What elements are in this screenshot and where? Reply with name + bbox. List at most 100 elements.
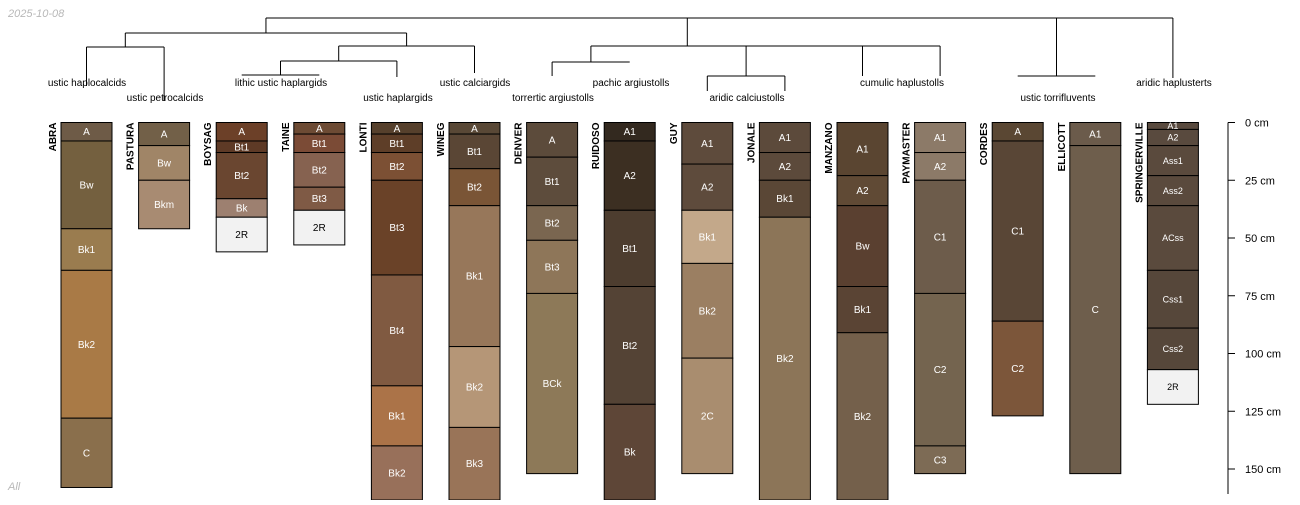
horizon-label: Bk1 <box>776 194 794 205</box>
horizon-lonti-bt4 <box>370 274 423 387</box>
horizon-label: Bt1 <box>622 244 637 255</box>
horizon-label: Bt2 <box>622 341 637 352</box>
horizon-manzano-bw <box>836 205 889 288</box>
horizon-label: Ass2 <box>1163 186 1183 196</box>
horizon-label: Bw <box>80 180 95 191</box>
horizon-label: Bk1 <box>854 305 872 316</box>
depth-tick-label: 75 cm <box>1245 291 1275 303</box>
horizon-label: C1 <box>934 232 947 243</box>
horizon-label: A2 <box>934 162 947 173</box>
horizon-denver-bt3 <box>526 239 579 294</box>
taxon-label: ustic haplocalcids <box>48 78 126 89</box>
profile-name-ruidoso: RUIDOSO <box>591 122 602 169</box>
horizon-label: Bt2 <box>545 218 560 229</box>
horizon-label: Bk <box>236 203 249 214</box>
taxon-label: aridic haplusterts <box>1136 78 1212 89</box>
horizon-label: Bkm <box>154 200 174 211</box>
horizon-label: A1 <box>1167 121 1178 131</box>
horizon-boysag-bt2 <box>215 152 268 200</box>
horizon-abra-c <box>60 417 113 488</box>
horizon-label: Css2 <box>1163 344 1184 354</box>
horizon-label: Bt3 <box>312 194 327 205</box>
horizon-label: C <box>1092 305 1099 316</box>
profile-name-guy: GUY <box>669 122 680 144</box>
profile-name-ellicott: ELLICOTT <box>1057 123 1068 172</box>
horizon-label: C3 <box>934 455 947 466</box>
profile-name-jonale: JONALE <box>746 122 757 163</box>
profile-name-boysag: BOYSAG <box>203 122 214 166</box>
depth-tick-label: 25 cm <box>1245 175 1275 187</box>
horizon-taine-bt2 <box>293 152 346 188</box>
horizon-label: A1 <box>624 127 637 138</box>
horizon-label: Bw <box>856 242 871 253</box>
horizon-ruidoso-bt1 <box>603 209 656 288</box>
horizon-label: C2 <box>1011 364 1024 375</box>
horizon-label: A2 <box>779 162 792 173</box>
horizon-label: Bt2 <box>312 165 327 176</box>
horizon-label: Bk2 <box>388 468 406 479</box>
depth-tick-label: 150 cm <box>1245 464 1281 476</box>
depth-tick-label: 0 cm <box>1245 118 1269 130</box>
taxon-label: cumulic haplustolls <box>860 78 944 89</box>
horizon-label: Bk2 <box>466 382 484 393</box>
horizon-springerville-css2 <box>1146 327 1199 371</box>
horizon-label: Bt1 <box>312 139 327 150</box>
horizon-label: C1 <box>1011 227 1024 238</box>
horizon-label: Bk1 <box>388 411 406 422</box>
horizon-label: Bk1 <box>699 232 717 243</box>
profile-name-denver: DENVER <box>514 122 525 164</box>
horizon-label: Bt3 <box>545 262 560 273</box>
horizon-springerville-acss <box>1146 205 1199 271</box>
profile-name-taine: TAINE <box>281 122 292 152</box>
horizon-lonti-bk1 <box>370 385 423 447</box>
horizon-label: 2R <box>313 223 326 234</box>
horizon-label: Bt3 <box>389 223 404 234</box>
horizon-paymaster-c1 <box>914 179 967 294</box>
horizon-label: Bt1 <box>467 147 482 158</box>
taxon-label: ustic calciargids <box>440 78 511 89</box>
horizon-label: A <box>1014 127 1021 138</box>
profile-name-lonti: LONTI <box>358 122 369 152</box>
horizon-label: Bt2 <box>467 183 482 194</box>
horizon-label: A <box>316 124 323 135</box>
horizon-pastura-bkm <box>138 179 191 230</box>
profile-name-manzano: MANZANO <box>824 122 835 173</box>
horizon-boysag-2r <box>215 216 268 253</box>
taxon-label: ustic torrifluvents <box>1020 93 1095 104</box>
horizon-label: A1 <box>856 145 869 156</box>
horizon-abra-bk1 <box>60 228 113 271</box>
horizon-label: BCk <box>543 379 563 390</box>
horizon-label: Bk3 <box>466 459 484 470</box>
horizon-label: A1 <box>1089 130 1102 141</box>
depth-tick-label: 125 cm <box>1245 406 1281 418</box>
horizon-pastura-bw <box>138 145 191 181</box>
horizon-cordes-c2 <box>991 320 1044 417</box>
horizon-denver-bt1 <box>526 156 579 207</box>
subset-label: All <box>8 481 21 493</box>
horizon-label: A2 <box>1167 133 1178 143</box>
horizon-wineg-bk1 <box>448 205 501 348</box>
horizon-label: Bt2 <box>234 171 249 182</box>
horizon-label: Bk2 <box>776 354 794 365</box>
horizon-label: Bk <box>624 448 637 459</box>
horizon-abra-bw <box>60 140 113 230</box>
horizon-label: 2C <box>701 411 714 422</box>
date-stamp: 2025-10-08 <box>8 8 65 20</box>
horizon-taine-2r <box>293 209 346 246</box>
horizon-label: A2 <box>624 171 637 182</box>
horizon-label: Bk1 <box>78 245 96 256</box>
horizon-jonale-bk2 <box>758 216 811 501</box>
horizon-guy-a1 <box>681 122 734 165</box>
horizon-springerville-ass2 <box>1146 175 1199 207</box>
horizon-paymaster-a2 <box>914 152 967 181</box>
horizon-label: Bk2 <box>78 340 96 351</box>
horizon-guy-2c <box>681 357 734 475</box>
horizon-ruidoso-bk <box>603 403 656 501</box>
horizon-label: A <box>549 135 556 146</box>
horizon-wineg-bt2 <box>448 168 501 207</box>
horizon-label: 2R <box>235 230 248 241</box>
horizon-manzano-bk1 <box>836 286 889 334</box>
depth-tick-label: 100 cm <box>1245 349 1281 361</box>
horizon-label: Bw <box>157 158 172 169</box>
